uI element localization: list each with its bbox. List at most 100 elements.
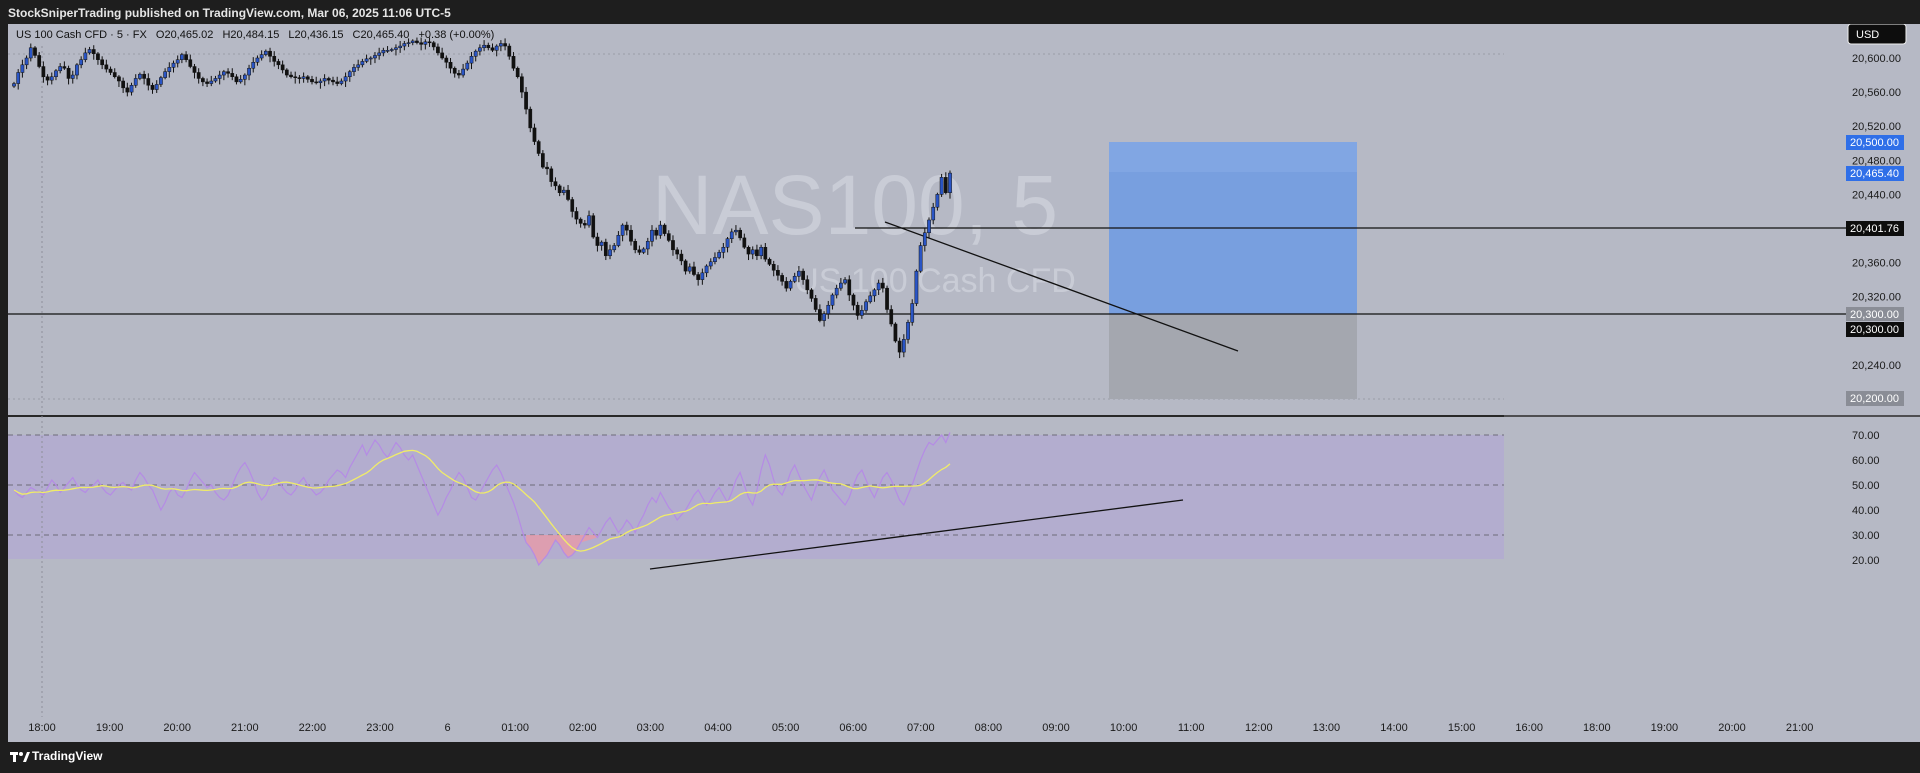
candle[interactable]	[322, 74, 327, 87]
candle[interactable]	[175, 55, 180, 68]
candle[interactable]	[37, 52, 42, 69]
candle[interactable]	[511, 52, 516, 71]
candle[interactable]	[406, 38, 411, 47]
candle[interactable]	[201, 76, 205, 87]
candle[interactable]	[839, 277, 843, 291]
candle[interactable]	[662, 223, 667, 237]
candle[interactable]	[536, 139, 541, 157]
candle[interactable]	[293, 71, 298, 84]
candle[interactable]	[872, 288, 877, 302]
candle[interactable]	[402, 40, 407, 51]
candle[interactable]	[280, 60, 285, 74]
candle[interactable]	[310, 75, 314, 85]
candle[interactable]	[297, 75, 302, 84]
candle[interactable]	[834, 284, 839, 299]
candle[interactable]	[255, 55, 260, 66]
candle[interactable]	[910, 299, 915, 326]
candle[interactable]	[843, 277, 847, 285]
currency-button[interactable]	[1847, 24, 1907, 45]
candle[interactable]	[482, 40, 486, 52]
candle[interactable]	[234, 74, 239, 85]
candle[interactable]	[788, 279, 793, 291]
candle[interactable]	[318, 78, 323, 89]
rsi-series[interactable]	[13, 432, 951, 567]
candle[interactable]	[58, 63, 63, 74]
candle[interactable]	[738, 227, 742, 241]
candle[interactable]	[66, 65, 71, 85]
candle[interactable]	[415, 37, 419, 45]
candle[interactable]	[901, 334, 906, 358]
candle[interactable]	[889, 305, 894, 327]
candle[interactable]	[167, 62, 172, 78]
candle[interactable]	[486, 42, 491, 51]
candle[interactable]	[54, 69, 58, 81]
candle[interactable]	[494, 44, 499, 57]
candle[interactable]	[687, 263, 692, 274]
candle[interactable]	[524, 86, 528, 115]
stop-zone[interactable]	[1109, 314, 1357, 399]
rsi-ma-line[interactable]	[13, 449, 951, 552]
candle[interactable]	[326, 76, 331, 85]
candle[interactable]	[541, 150, 545, 169]
candle[interactable]	[755, 244, 759, 261]
candle[interactable]	[377, 47, 382, 60]
candle[interactable]	[213, 75, 218, 83]
candle[interactable]	[801, 268, 805, 285]
candle[interactable]	[49, 72, 54, 85]
candle[interactable]	[180, 52, 184, 64]
candle[interactable]	[704, 264, 709, 278]
candle[interactable]	[247, 64, 251, 81]
candle[interactable]	[205, 78, 209, 87]
price-trendline[interactable]	[884, 221, 1239, 352]
candle[interactable]	[545, 162, 549, 175]
candle[interactable]	[444, 55, 449, 69]
candle[interactable]	[251, 57, 256, 73]
candle[interactable]	[33, 46, 37, 58]
candle[interactable]	[792, 272, 797, 284]
rsi-line[interactable]	[13, 432, 951, 567]
candle[interactable]	[566, 185, 570, 202]
candle[interactable]	[578, 217, 583, 228]
candle[interactable]	[16, 69, 21, 90]
candle[interactable]	[440, 47, 444, 60]
candle[interactable]	[692, 261, 696, 277]
candle[interactable]	[192, 63, 197, 79]
candle[interactable]	[532, 123, 537, 145]
candle[interactable]	[683, 259, 688, 275]
candle[interactable]	[83, 47, 88, 63]
candle[interactable]	[499, 40, 503, 52]
candle[interactable]	[696, 271, 701, 286]
candle[interactable]	[797, 266, 801, 283]
candle[interactable]	[868, 291, 873, 304]
candle[interactable]	[671, 235, 675, 256]
candle[interactable]	[125, 82, 130, 97]
candle[interactable]	[948, 170, 952, 199]
candle[interactable]	[826, 300, 831, 319]
candlestick-series[interactable]	[12, 37, 952, 359]
candle[interactable]	[528, 106, 533, 133]
candle[interactable]	[570, 196, 575, 218]
candle[interactable]	[159, 75, 163, 87]
candle[interactable]	[574, 207, 579, 225]
candle[interactable]	[587, 210, 591, 228]
candle[interactable]	[263, 49, 268, 57]
candle[interactable]	[331, 76, 335, 86]
candle[interactable]	[725, 237, 730, 253]
candle[interactable]	[335, 76, 340, 87]
candle[interactable]	[398, 40, 403, 53]
candle[interactable]	[729, 228, 734, 243]
candle[interactable]	[767, 257, 772, 267]
candle[interactable]	[750, 246, 755, 260]
candle[interactable]	[734, 225, 738, 236]
candle[interactable]	[654, 227, 659, 240]
candle[interactable]	[935, 192, 940, 211]
candle[interactable]	[41, 61, 46, 83]
candle[interactable]	[188, 54, 193, 69]
candle[interactable]	[507, 43, 512, 60]
candle[interactable]	[708, 258, 713, 270]
candle[interactable]	[813, 294, 818, 313]
candle[interactable]	[641, 247, 646, 255]
candle[interactable]	[339, 78, 344, 86]
candle[interactable]	[289, 71, 293, 79]
candle[interactable]	[394, 44, 398, 56]
